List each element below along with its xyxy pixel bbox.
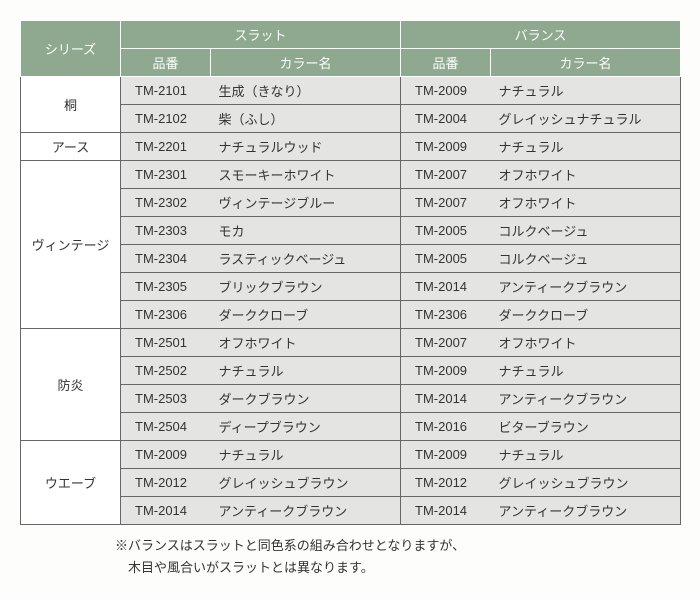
header-series: シリーズ (21, 21, 121, 77)
header-balance-code: 品番 (401, 49, 491, 77)
balance-name-cell: アンティークブラウン (491, 497, 681, 525)
slat-name-cell: ブリックブラウン (211, 273, 401, 301)
slat-code-cell: TM-2201 (121, 133, 211, 161)
slat-name-cell: ディープブラウン (211, 413, 401, 441)
balance-code-cell: TM-2007 (401, 329, 491, 357)
table-row: ヴィンテージTM-2301スモーキーホワイトTM-2007オフホワイト (21, 161, 681, 189)
slat-code-cell: TM-2306 (121, 301, 211, 329)
balance-code-cell: TM-2014 (401, 497, 491, 525)
slat-code-cell: TM-2014 (121, 497, 211, 525)
header-balance-color: カラー名 (491, 49, 681, 77)
slat-code-cell: TM-2101 (121, 77, 211, 105)
balance-code-cell: TM-2014 (401, 385, 491, 413)
balance-code-cell: TM-2012 (401, 469, 491, 497)
table-body: 桐TM-2101生成（きなり）TM-2009ナチュラルTM-2102柴（ふし）T… (21, 77, 681, 525)
balance-code-cell: TM-2005 (401, 245, 491, 273)
balance-code-cell: TM-2009 (401, 133, 491, 161)
balance-name-cell: コルクベージュ (491, 245, 681, 273)
slat-name-cell: ナチュラル (211, 441, 401, 469)
header-slat: スラット (121, 21, 401, 49)
slat-name-cell: ナチュラルウッド (211, 133, 401, 161)
slat-name-cell: モカ (211, 217, 401, 245)
balance-code-cell: TM-2009 (401, 441, 491, 469)
slat-code-cell: TM-2501 (121, 329, 211, 357)
balance-name-cell: アンティークブラウン (491, 385, 681, 413)
slat-name-cell: グレイッシュブラウン (211, 469, 401, 497)
series-cell: ウエーブ (21, 441, 121, 525)
table-row: 桐TM-2101生成（きなり）TM-2009ナチュラル (21, 77, 681, 105)
balance-name-cell: コルクベージュ (491, 217, 681, 245)
balance-name-cell: オフホワイト (491, 329, 681, 357)
slat-code-cell: TM-2302 (121, 189, 211, 217)
balance-name-cell: オフホワイト (491, 161, 681, 189)
balance-name-cell: ナチュラル (491, 441, 681, 469)
series-cell: 防炎 (21, 329, 121, 441)
slat-code-cell: TM-2102 (121, 105, 211, 133)
slat-name-cell: ダークブラウン (211, 385, 401, 413)
slat-name-cell: 生成（きなり） (211, 77, 401, 105)
footnote: ※バランスはスラットと同色系の組み合わせとなりますが、 木目や風合いがスラットと… (20, 535, 680, 579)
slat-name-cell: アンティークブラウン (211, 497, 401, 525)
series-cell: アース (21, 133, 121, 161)
slat-code-cell: TM-2503 (121, 385, 211, 413)
slat-code-cell: TM-2301 (121, 161, 211, 189)
balance-code-cell: TM-2009 (401, 357, 491, 385)
series-cell: 桐 (21, 77, 121, 133)
balance-name-cell: ナチュラル (491, 77, 681, 105)
balance-code-cell: TM-2016 (401, 413, 491, 441)
slat-code-cell: TM-2504 (121, 413, 211, 441)
slat-name-cell: 柴（ふし） (211, 105, 401, 133)
balance-name-cell: グレイッシュナチュラル (491, 105, 681, 133)
balance-name-cell: ダーククローブ (491, 301, 681, 329)
balance-name-cell: オフホワイト (491, 189, 681, 217)
slat-name-cell: オフホワイト (211, 329, 401, 357)
balance-code-cell: TM-2004 (401, 105, 491, 133)
balance-code-cell: TM-2306 (401, 301, 491, 329)
slat-code-cell: TM-2012 (121, 469, 211, 497)
balance-code-cell: TM-2005 (401, 217, 491, 245)
balance-name-cell: グレイッシュブラウン (491, 469, 681, 497)
header-balance: バランス (401, 21, 681, 49)
balance-code-cell: TM-2014 (401, 273, 491, 301)
slat-name-cell: ラスティックベージュ (211, 245, 401, 273)
header-slat-color: カラー名 (211, 49, 401, 77)
balance-code-cell: TM-2009 (401, 77, 491, 105)
slat-name-cell: スモーキーホワイト (211, 161, 401, 189)
color-table: シリーズ スラット バランス 品番 カラー名 品番 カラー名 桐TM-2101生… (20, 20, 681, 525)
balance-code-cell: TM-2007 (401, 189, 491, 217)
table-row: 防炎TM-2501オフホワイトTM-2007オフホワイト (21, 329, 681, 357)
balance-name-cell: アンティークブラウン (491, 273, 681, 301)
header-slat-code: 品番 (121, 49, 211, 77)
slat-name-cell: ヴィンテージブルー (211, 189, 401, 217)
balance-name-cell: ナチュラル (491, 133, 681, 161)
footnote-line1: ※バランスはスラットと同色系の組み合わせとなりますが、 (115, 538, 465, 553)
slat-code-cell: TM-2502 (121, 357, 211, 385)
balance-code-cell: TM-2007 (401, 161, 491, 189)
slat-name-cell: ナチュラル (211, 357, 401, 385)
table-header: シリーズ スラット バランス 品番 カラー名 品番 カラー名 (21, 21, 681, 77)
balance-name-cell: ナチュラル (491, 357, 681, 385)
slat-name-cell: ダーククローブ (211, 301, 401, 329)
table-row: アースTM-2201ナチュラルウッドTM-2009ナチュラル (21, 133, 681, 161)
slat-code-cell: TM-2304 (121, 245, 211, 273)
slat-code-cell: TM-2009 (121, 441, 211, 469)
balance-name-cell: ビターブラウン (491, 413, 681, 441)
footnote-line2: 木目や風合いがスラットとは異なります。 (128, 560, 374, 575)
slat-code-cell: TM-2303 (121, 217, 211, 245)
series-cell: ヴィンテージ (21, 161, 121, 329)
slat-code-cell: TM-2305 (121, 273, 211, 301)
table-row: ウエーブTM-2009ナチュラルTM-2009ナチュラル (21, 441, 681, 469)
